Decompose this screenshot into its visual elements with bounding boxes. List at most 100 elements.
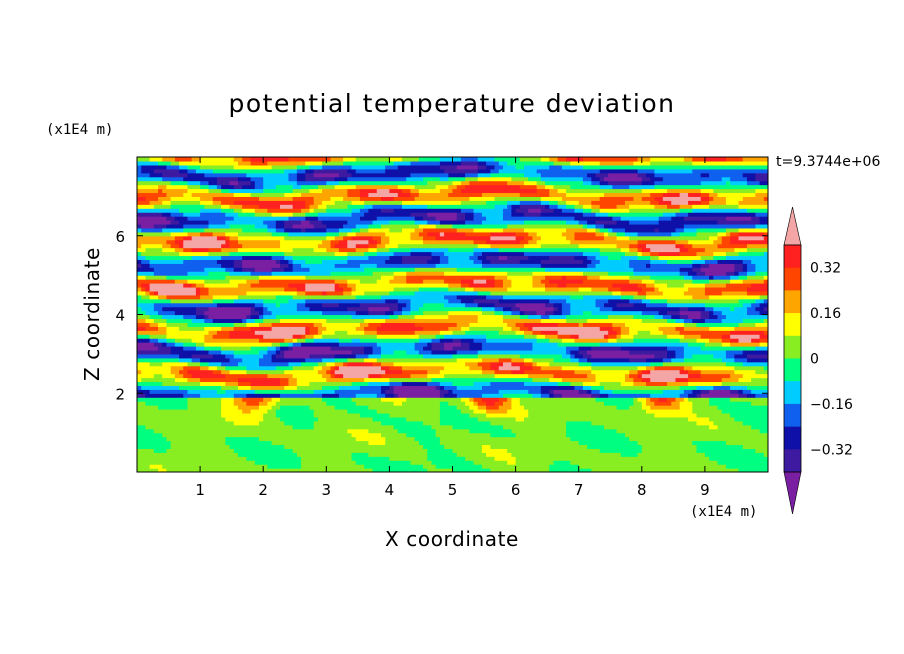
contour-cell bbox=[730, 412, 768, 418]
contour-cell bbox=[763, 452, 768, 457]
contour-cell bbox=[502, 310, 512, 316]
contour-cell bbox=[658, 227, 677, 233]
contour-cell bbox=[237, 247, 294, 253]
contour-cell bbox=[137, 172, 151, 178]
contour-cell bbox=[137, 157, 151, 162]
contour-cell bbox=[275, 349, 281, 355]
contour-cell bbox=[536, 184, 546, 190]
contour-cell bbox=[191, 255, 222, 260]
contour-cell bbox=[254, 212, 273, 217]
contour-cell bbox=[460, 397, 470, 402]
contour-cell bbox=[595, 255, 609, 260]
contour-cell bbox=[258, 405, 273, 410]
contour-cell bbox=[679, 405, 693, 410]
contour-cell bbox=[343, 157, 357, 162]
contour-cell bbox=[545, 267, 634, 272]
contour-cell bbox=[170, 346, 184, 351]
contour-cell bbox=[149, 263, 222, 268]
contour-cell bbox=[187, 397, 222, 402]
contour-cell bbox=[423, 216, 437, 221]
contour-cell bbox=[326, 204, 348, 209]
contour-cell bbox=[599, 168, 639, 174]
contour-cell bbox=[187, 216, 235, 221]
contour-cell bbox=[465, 212, 475, 217]
contour-cell bbox=[153, 168, 180, 174]
contour-cell bbox=[368, 192, 399, 197]
contour-cell bbox=[334, 286, 344, 292]
contour-cell bbox=[742, 444, 768, 449]
contour-cell bbox=[498, 405, 512, 410]
contour-cell bbox=[187, 188, 210, 194]
contour-cell bbox=[292, 184, 302, 190]
contour-cell bbox=[145, 393, 184, 398]
contour-cell bbox=[717, 259, 744, 264]
contour-cell bbox=[561, 393, 592, 398]
contour-cell bbox=[465, 220, 483, 225]
contour-cell bbox=[692, 353, 714, 359]
contour-cell bbox=[338, 247, 357, 253]
contour-cell bbox=[347, 306, 369, 312]
contour-cell bbox=[633, 338, 681, 343]
contour-cell bbox=[549, 389, 555, 394]
contour-cell bbox=[397, 192, 412, 197]
contour-cell bbox=[524, 180, 538, 186]
contour-cell bbox=[338, 338, 353, 343]
contour-cell bbox=[725, 361, 744, 367]
contour-cell bbox=[137, 361, 151, 367]
contour-cell bbox=[258, 196, 294, 201]
contour-cell bbox=[305, 172, 315, 178]
contour-cell bbox=[402, 310, 412, 316]
contour-cell bbox=[225, 389, 256, 394]
contour-cell bbox=[507, 255, 529, 260]
contour-cell bbox=[629, 243, 639, 249]
contour-cell bbox=[322, 365, 332, 371]
contour-cell bbox=[368, 353, 382, 359]
contour-cell bbox=[473, 208, 504, 213]
contour-cell bbox=[742, 420, 768, 426]
contour-cell bbox=[742, 196, 765, 201]
contour-cell bbox=[444, 346, 454, 351]
contour-cell bbox=[473, 338, 487, 343]
contour-cell bbox=[423, 227, 458, 233]
contour-cell bbox=[540, 235, 567, 241]
contour-cell bbox=[187, 231, 201, 237]
contour-cell bbox=[746, 243, 768, 249]
contour-cell bbox=[700, 192, 710, 197]
contour-cell bbox=[275, 409, 315, 414]
contour-cell bbox=[397, 298, 412, 304]
contour-cell bbox=[460, 157, 479, 162]
contour-cell bbox=[137, 420, 235, 426]
contour-cell bbox=[225, 231, 239, 237]
contour-cell bbox=[296, 338, 306, 343]
contour-cell bbox=[721, 338, 731, 343]
contour-cell bbox=[465, 172, 479, 178]
contour-cell bbox=[166, 326, 180, 331]
contour-cell bbox=[242, 227, 269, 233]
contour-cell bbox=[481, 365, 491, 371]
contour-cell bbox=[469, 322, 508, 327]
contour-cell bbox=[200, 180, 210, 186]
contour-cell bbox=[650, 361, 664, 367]
contour-cell bbox=[292, 188, 311, 194]
contour-cell bbox=[629, 220, 660, 225]
contour-cell bbox=[452, 180, 462, 186]
contour-cell bbox=[578, 334, 605, 339]
contour-cell bbox=[507, 223, 584, 229]
contour-cell bbox=[137, 216, 168, 221]
contour-cell bbox=[473, 409, 487, 414]
contour-cell bbox=[591, 365, 639, 371]
contour-cell bbox=[301, 464, 365, 469]
contour-cell bbox=[402, 259, 428, 264]
contour-cell bbox=[334, 263, 361, 268]
contour-cell bbox=[301, 361, 319, 367]
contour-cell bbox=[246, 456, 302, 461]
contour-cell bbox=[721, 239, 731, 245]
contour-cell bbox=[734, 263, 744, 268]
contour-cell bbox=[444, 271, 508, 276]
contour-cell bbox=[191, 283, 197, 288]
contour-cell bbox=[137, 176, 163, 182]
contour-cell bbox=[603, 235, 618, 241]
contour-cell bbox=[158, 468, 168, 472]
contour-cell bbox=[582, 223, 588, 229]
contour-cell bbox=[688, 200, 702, 205]
